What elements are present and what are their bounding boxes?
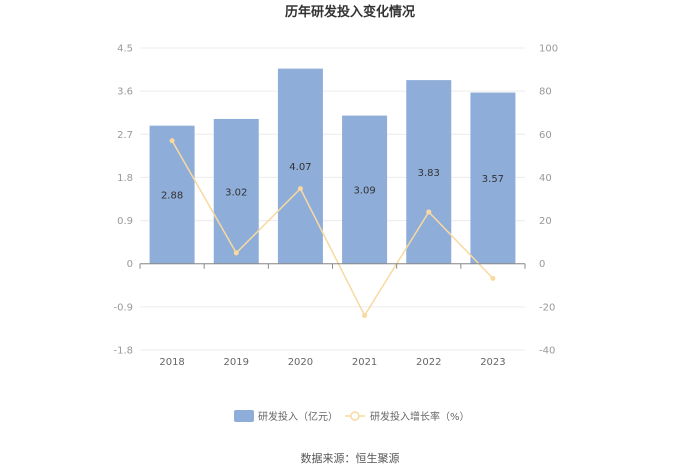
bar-value-label: 2.88 bbox=[161, 191, 183, 202]
y-left-tick-label: 2.7 bbox=[117, 130, 133, 141]
x-tick-label: 2022 bbox=[416, 357, 441, 368]
y-right-tick-label: 40 bbox=[539, 173, 552, 184]
y-axis-right: 100 80 60 40 20 0 -20 -40 bbox=[539, 44, 558, 357]
growth-point[interactable] bbox=[490, 275, 496, 281]
y-left-tick-label: 3.6 bbox=[117, 87, 133, 98]
x-tick-label: 2019 bbox=[224, 357, 249, 368]
y-axis-left: 4.5 3.6 2.7 1.8 0.9 0 -0.9 -1.8 bbox=[113, 44, 133, 357]
legend-line-label: 研发投入增长率（%） bbox=[370, 410, 470, 423]
growth-point[interactable] bbox=[362, 312, 368, 318]
x-tick-label: 2020 bbox=[288, 357, 313, 368]
x-tick-label: 2021 bbox=[352, 357, 377, 368]
growth-line bbox=[171, 140, 494, 318]
bar[interactable] bbox=[406, 80, 452, 264]
x-tick-label: 2018 bbox=[159, 357, 184, 368]
bar[interactable] bbox=[277, 68, 323, 264]
bar-value-label: 4.07 bbox=[289, 162, 311, 173]
y-left-tick-label: 1.8 bbox=[117, 173, 133, 184]
bar-value-label: 3.02 bbox=[225, 187, 247, 198]
bar-value-label: 3.83 bbox=[418, 168, 440, 179]
bar[interactable] bbox=[470, 92, 516, 264]
growth-point[interactable] bbox=[426, 209, 432, 215]
y-left-tick-label: 0 bbox=[127, 259, 133, 270]
bar[interactable] bbox=[149, 125, 195, 264]
x-tick-label: 2023 bbox=[480, 357, 505, 368]
growth-point[interactable] bbox=[297, 186, 303, 192]
y-left-tick-label: -0.9 bbox=[113, 302, 133, 313]
line-series bbox=[169, 138, 496, 318]
bar-value-label: 3.57 bbox=[482, 174, 504, 185]
legend-line-marker bbox=[350, 411, 360, 421]
data-source: 数据来源：恒生聚源 bbox=[301, 451, 400, 465]
grid-lines bbox=[140, 47, 525, 351]
bar[interactable] bbox=[342, 115, 388, 264]
x-axis: 2018 2019 2020 2021 2022 2023 bbox=[139, 263, 526, 368]
legend[interactable]: 研发投入（亿元） 研发投入增长率（%） bbox=[234, 410, 470, 423]
bar[interactable] bbox=[213, 118, 259, 264]
y-right-tick-label: -40 bbox=[539, 346, 555, 357]
y-right-tick-label: 0 bbox=[539, 259, 545, 270]
y-left-tick-label: 0.9 bbox=[117, 216, 133, 227]
chart-title: 历年研发投入变化情况 bbox=[285, 4, 415, 20]
y-left-tick-label: -1.8 bbox=[113, 346, 133, 357]
y-right-tick-label: 20 bbox=[539, 216, 552, 227]
growth-point[interactable] bbox=[233, 250, 239, 256]
bar-value-label: 3.09 bbox=[353, 186, 375, 197]
y-right-tick-label: 60 bbox=[539, 130, 552, 141]
y-right-tick-label: 80 bbox=[539, 87, 552, 98]
legend-bar-label: 研发投入（亿元） bbox=[258, 410, 338, 423]
legend-bar-swatch bbox=[234, 410, 254, 422]
y-right-tick-label: -20 bbox=[539, 302, 555, 313]
growth-point[interactable] bbox=[169, 138, 175, 144]
bar-series: 2.88 3.02 4.07 3.09 3.83 3.57 bbox=[149, 68, 516, 264]
y-left-tick-label: 4.5 bbox=[117, 44, 133, 55]
y-right-tick-label: 100 bbox=[539, 44, 558, 55]
